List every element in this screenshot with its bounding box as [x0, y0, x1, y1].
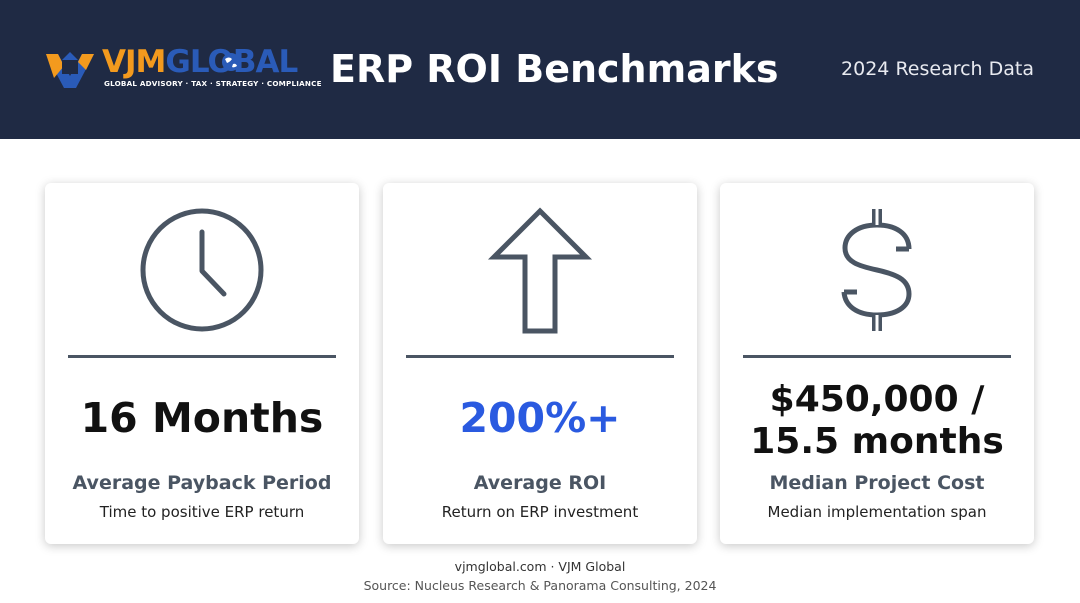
logo-word-vjm: VJM	[102, 44, 166, 80]
footer-source: Source: Nucleus Research & Panorama Cons…	[363, 578, 717, 593]
metric-description: Return on ERP investment	[441, 503, 639, 521]
footer-site: vjmglobal.com · VJM Global	[454, 559, 626, 574]
metric-value-line2: 15.5 months	[750, 421, 1004, 462]
globe-icon	[222, 53, 240, 71]
metric-value: 16 Months	[80, 394, 324, 442]
card-divider	[743, 355, 1011, 358]
metric-label: Average ROI	[473, 472, 607, 494]
page-title: ERP ROI Benchmarks	[330, 47, 779, 91]
metric-card-roi: 200%+ Average ROI Return on ERP investme…	[383, 183, 697, 544]
page-subtitle: 2024 Research Data	[841, 58, 1034, 80]
dollar-icon	[841, 209, 912, 331]
card-divider	[406, 355, 674, 358]
arrow-up-icon	[487, 207, 593, 334]
metric-value: $450,000 / 15.5 months	[720, 379, 1034, 463]
vjm-logo-mark-icon	[46, 52, 94, 88]
card-icon-container	[45, 205, 359, 335]
clock-icon	[140, 208, 264, 332]
metric-label: Average Payback Period	[72, 472, 332, 494]
metric-value-line1: $450,000 /	[769, 379, 985, 420]
card-divider	[68, 355, 336, 358]
logo-tagline: GLOBAL ADVISORY · TAX · STRATEGY · COMPL…	[104, 79, 322, 88]
metric-card-payback: 16 Months Average Payback Period Time to…	[45, 183, 359, 544]
metric-card-cost: $450,000 / 15.5 months Median Project Co…	[720, 183, 1034, 544]
metric-description: Median implementation span	[767, 503, 987, 521]
metric-value: 200%+	[459, 394, 621, 442]
card-icon-container	[383, 205, 697, 335]
card-icon-container	[720, 205, 1034, 335]
metric-description: Time to positive ERP return	[99, 503, 305, 521]
metric-label: Median Project Cost	[769, 472, 985, 494]
